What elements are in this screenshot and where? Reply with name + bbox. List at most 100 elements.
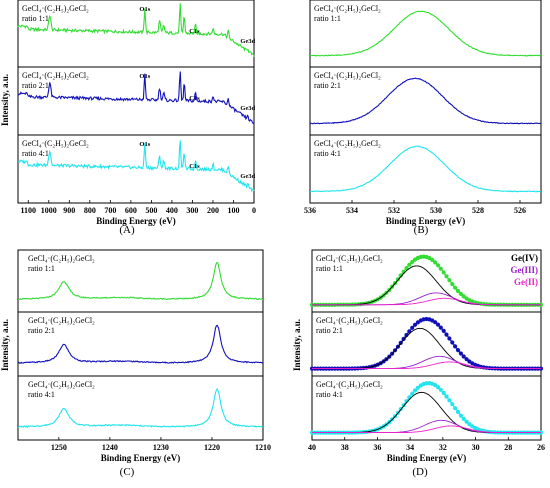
data-point	[433, 260, 438, 265]
x-tick-label: 32	[439, 443, 447, 452]
data-point	[467, 359, 472, 364]
data-point	[407, 329, 412, 334]
ratio-label: ratio 2:1	[22, 81, 49, 90]
x-tick-label: 300	[186, 206, 198, 215]
ratio-label: ratio 1:1	[22, 14, 49, 23]
x-tick-label: 700	[104, 206, 116, 215]
legend-Ge(II): Ge(II)	[514, 277, 538, 287]
x-tick-label: 1230	[153, 443, 169, 452]
plot-frame-A	[17, 0, 255, 204]
series-line-A-2	[17, 71, 255, 124]
data-point	[458, 351, 463, 356]
peak-annotation-Ge3d: Ge3d	[240, 38, 255, 45]
legend-Ge(IV): Ge(IV)	[511, 253, 538, 263]
panel-caption: (B)	[414, 224, 429, 236]
ratio-label: ratio 2:1	[314, 81, 341, 90]
sample-label: GeCl₄·(C₂H₅)₂GeCl₂	[28, 316, 95, 325]
x-axis-label: Binding Energy (eV)	[96, 216, 176, 226]
x-tick-label: 528	[472, 206, 484, 215]
x-tick-label: 38	[341, 443, 349, 452]
data-point	[441, 270, 446, 275]
data-point	[433, 320, 438, 325]
data-point	[438, 325, 443, 330]
panel-caption: (A)	[119, 224, 135, 236]
x-tick-label: 800	[84, 206, 96, 215]
data-point	[450, 402, 455, 407]
peak-annotation-C1s: C1s	[189, 28, 200, 35]
data-point	[461, 354, 466, 359]
plot-frame-C	[17, 249, 264, 441]
data-point	[410, 259, 415, 265]
data-point	[455, 348, 461, 353]
component-GeIV	[312, 391, 541, 434]
x-tick-label: 536	[304, 206, 316, 215]
x-tick-label: 26	[537, 443, 545, 452]
data-point	[407, 262, 412, 267]
series-line-C-2	[17, 324, 264, 364]
y-axis-label: Intensity, a.u.	[0, 319, 10, 371]
peak-annotation-O1s: O1s	[139, 73, 150, 80]
x-tick-label: 400	[166, 206, 178, 215]
sample-label: GeCl₄·(C₂H₅)₂GeCl₂	[22, 4, 89, 13]
series-line-A-1	[17, 3, 255, 57]
x-tick-label: 30	[472, 443, 480, 452]
peak-annotation-Ge3d: Ge3d	[240, 173, 255, 180]
data-point	[464, 419, 469, 424]
ratio-label: ratio 4:1	[22, 149, 49, 158]
component-GeII	[312, 297, 541, 306]
data-point	[435, 385, 441, 390]
data-point	[464, 357, 469, 362]
data-point	[441, 390, 446, 396]
x-tick-label: 600	[125, 206, 137, 215]
series-line-B-2	[309, 77, 542, 125]
series-line-C-3	[18, 387, 264, 428]
series-line-D-3	[312, 382, 541, 434]
sample-label: GeCl₄·(C₂H₅)₂GeCl₂	[28, 380, 95, 389]
series-line-B-1	[309, 10, 542, 57]
data-point	[461, 294, 466, 299]
peak-annotation-Ge3d: Ge3d	[240, 105, 255, 112]
legend-Ge(III): Ge(III)	[511, 265, 539, 275]
data-point	[447, 336, 452, 341]
data-point	[438, 266, 443, 271]
x-tick-label: 40	[308, 443, 316, 452]
x-axis-label: Binding Energy (eV)	[101, 453, 181, 463]
x-tick-label: 1000	[41, 206, 57, 215]
x-tick-label: 1100	[20, 206, 36, 215]
ratio-label: ratio 1:1	[316, 264, 343, 273]
data-point	[461, 416, 466, 421]
data-point	[444, 394, 449, 399]
peak-annotation-C1s: C1s	[189, 163, 200, 170]
data-point	[450, 282, 455, 287]
component-GeIV	[312, 265, 541, 306]
sample-label: GeCl₄·(C₂H₅)₂GeCl₂	[28, 254, 95, 263]
x-tick-label: 900	[63, 206, 75, 215]
ratio-label: ratio 4:1	[314, 149, 341, 158]
x-tick-label: 500	[145, 206, 157, 215]
sample-label: GeCl₄·(C₂H₅)₂GeCl₂	[316, 380, 383, 389]
data-point	[455, 288, 461, 294]
ratio-label: ratio 2:1	[316, 326, 343, 335]
x-axis-label: Binding Energy (eV)	[386, 216, 466, 226]
data-point	[447, 278, 452, 283]
data-point	[415, 385, 420, 390]
data-point	[410, 325, 415, 330]
ratio-label: ratio 1:1	[28, 264, 55, 273]
x-tick-label: 100	[227, 206, 239, 215]
x-tick-label: 1210	[255, 443, 271, 452]
data-point	[435, 263, 441, 268]
data-point	[453, 406, 458, 411]
data-point	[444, 274, 449, 279]
data-point	[404, 266, 409, 271]
sample-label: GeCl₄·(C₂H₅)₂GeCl₂	[316, 254, 383, 263]
data-point	[467, 422, 472, 427]
plot-frame-B	[309, 0, 542, 204]
y-axis-label: Intensity, a.u.	[292, 319, 302, 371]
sample-label: GeCl₄·(C₂H₅)₂GeCl₂	[22, 139, 89, 148]
component-GeII	[312, 425, 541, 434]
sample-label: GeCl₄·(C₂H₅)₂GeCl₂	[314, 4, 381, 13]
data-point	[458, 413, 463, 418]
series-line-B-3	[310, 145, 542, 193]
series-line-A-3	[17, 140, 255, 193]
